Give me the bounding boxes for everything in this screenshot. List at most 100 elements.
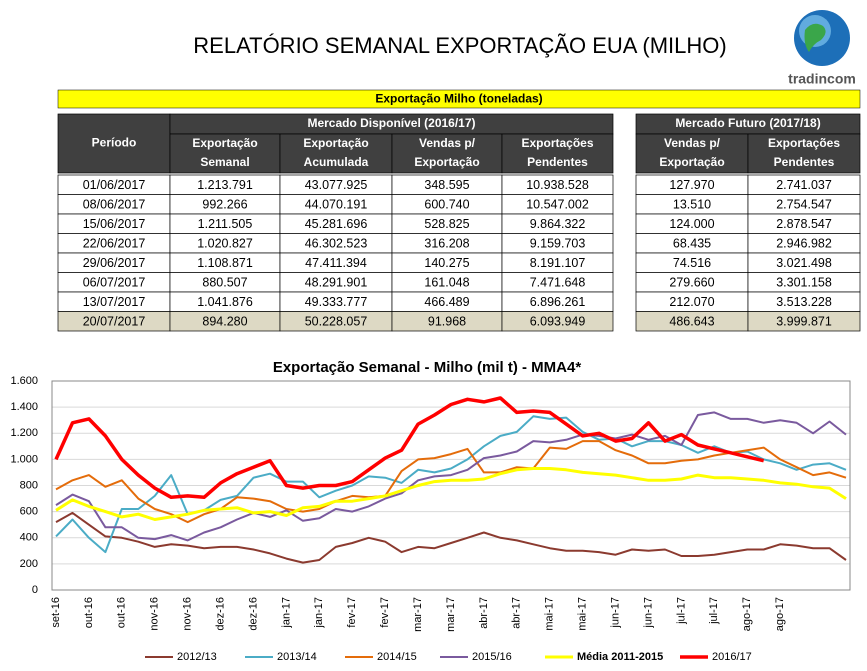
y-tick-label: 1.400 <box>10 401 38 413</box>
x-tick-label: out-16 <box>83 597 95 628</box>
x-tick-label: ago-17 <box>774 597 786 631</box>
cell-text: 127.970 <box>669 178 714 192</box>
cell-text: 3.301.158 <box>776 276 832 290</box>
header-cell <box>279 133 393 174</box>
cell-text: 91.968 <box>428 315 466 329</box>
x-tick-label: mar-17 <box>445 597 457 632</box>
cell-text: 528.825 <box>424 217 469 231</box>
column-header: Pendentes <box>527 155 588 169</box>
x-tick-label: mar-17 <box>412 597 424 632</box>
y-tick-label: 1.600 <box>10 375 38 387</box>
cell-text: 43.077.925 <box>305 178 368 192</box>
column-header: Pendentes <box>774 155 835 169</box>
cell-text: 20/07/2017 <box>83 315 146 329</box>
header-cell <box>501 133 614 174</box>
cell-text: 13.510 <box>673 198 711 212</box>
table-cell <box>747 311 861 332</box>
x-tick-label: nov-16 <box>149 597 161 631</box>
cell-text: 2.741.037 <box>776 178 832 192</box>
logo-land <box>804 23 826 52</box>
series-line <box>55 511 847 564</box>
column-header: Exportação <box>303 136 368 150</box>
x-tick-label: nov-16 <box>182 597 194 631</box>
header-cell <box>391 133 503 174</box>
x-tick-label: jun-17 <box>642 597 654 629</box>
x-tick-label: fev-17 <box>346 597 358 628</box>
cell-text: 1.020.827 <box>197 237 253 251</box>
cell-text: 161.048 <box>424 276 469 290</box>
logo-text: tradincom <box>788 71 856 87</box>
cell-text: 01/06/2017 <box>83 178 146 192</box>
cell-text: 3.513.228 <box>776 295 832 309</box>
y-tick-label: 200 <box>20 558 38 570</box>
legend-label: 2013/14 <box>277 651 317 663</box>
series-line <box>55 467 847 521</box>
cell-text: 3.021.498 <box>776 256 832 270</box>
x-tick-label: abr-17 <box>511 597 523 629</box>
cell-text: 8.191.107 <box>530 256 586 270</box>
column-header: Exportações <box>521 136 593 150</box>
y-tick-label: 0 <box>32 584 38 596</box>
legend-label: 2016/17 <box>712 651 752 663</box>
x-tick-label: dez-16 <box>214 597 226 631</box>
cell-text: 68.435 <box>673 237 711 251</box>
cell-text: 06/07/2017 <box>83 276 146 290</box>
x-tick-label: ago-17 <box>741 597 753 631</box>
cell-text: 992.266 <box>202 198 247 212</box>
x-tick-label: mai-17 <box>577 597 589 631</box>
y-tick-label: 1.000 <box>10 453 38 465</box>
cell-text: 08/06/2017 <box>83 198 146 212</box>
cell-text: 9.864.322 <box>530 217 586 231</box>
column-header: Semanal <box>200 155 249 169</box>
cell-text: 7.471.648 <box>530 276 586 290</box>
cell-text: 49.333.777 <box>305 295 368 309</box>
column-header: Exportação <box>414 155 479 169</box>
cell-text: 46.302.523 <box>305 237 368 251</box>
column-header: Acumulada <box>304 155 369 169</box>
cell-text: 13/07/2017 <box>83 295 146 309</box>
x-tick-label: jul-17 <box>708 597 720 625</box>
cell-text: 880.507 <box>202 276 247 290</box>
series-line <box>54 396 765 500</box>
cell-text: 279.660 <box>669 276 714 290</box>
x-tick-label: dez-16 <box>247 597 259 631</box>
column-header: Exportações <box>768 136 840 150</box>
x-tick-label: mai-17 <box>544 597 556 631</box>
cell-text: 9.159.703 <box>530 237 586 251</box>
cell-text: 45.281.696 <box>305 217 368 231</box>
cell-text: 2.878.547 <box>776 217 832 231</box>
chart-title: Exportação Semanal - Milho (mil t) - MMA… <box>273 359 582 376</box>
column-header: Exportação <box>192 136 257 150</box>
cell-text: 212.070 <box>669 295 714 309</box>
cell-text: 124.000 <box>669 217 714 231</box>
cell-text: 10.547.002 <box>526 198 589 212</box>
cell-text: 47.411.394 <box>305 256 367 270</box>
x-tick-label: abr-17 <box>478 597 490 629</box>
header-cell <box>169 133 281 174</box>
x-tick-label: set-16 <box>50 597 62 628</box>
series-line <box>55 415 847 554</box>
cell-text: 1.041.876 <box>197 295 253 309</box>
column-header: Vendas p/ <box>419 136 476 150</box>
cell-text: 50.228.057 <box>305 315 368 329</box>
report-title: RELATÓRIO SEMANAL EXPORTAÇÃO EUA (MILHO) <box>193 33 726 58</box>
cell-text: 74.516 <box>673 256 711 270</box>
y-tick-label: 800 <box>20 479 38 491</box>
column-header: Vendas p/ <box>664 136 721 150</box>
x-tick-label: jun-17 <box>609 597 621 629</box>
header-cell <box>747 133 861 174</box>
cell-text: 1.108.871 <box>197 256 253 270</box>
cell-text: 140.275 <box>424 256 469 270</box>
legend-label: 2012/13 <box>177 651 217 663</box>
cell-text: 894.280 <box>202 315 247 329</box>
cell-text: 1.213.791 <box>197 178 253 192</box>
caption-bar <box>57 89 861 109</box>
cell-text: 2.754.547 <box>776 198 832 212</box>
cell-text: 22/06/2017 <box>83 237 146 251</box>
y-tick-label: 600 <box>20 506 38 518</box>
cell-text: 486.643 <box>669 315 714 329</box>
legend-label: 2015/16 <box>472 651 512 663</box>
period-header: Período <box>92 136 137 150</box>
cell-text: 600.740 <box>424 198 469 212</box>
